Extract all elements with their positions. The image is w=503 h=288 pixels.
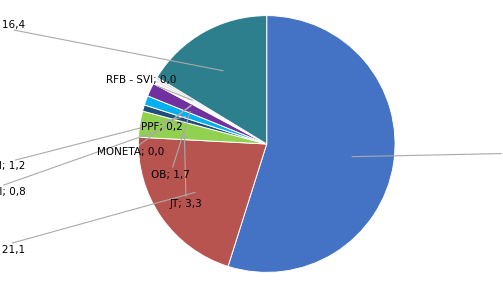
Wedge shape: [157, 16, 267, 144]
Text: OB; 1,7: OB; 1,7: [151, 111, 190, 180]
Wedge shape: [228, 16, 395, 272]
Text: UCB - SVI; 16,4: UCB - SVI; 16,4: [0, 20, 223, 71]
Text: PPF; 0,2: PPF; 0,2: [141, 104, 192, 132]
Wedge shape: [138, 137, 267, 266]
Wedge shape: [138, 111, 267, 144]
Text: MONETA; 0,0: MONETA; 0,0: [97, 106, 191, 157]
Wedge shape: [156, 77, 267, 144]
Text: RFB - SVI; 0,0: RFB - SVI; 0,0: [107, 75, 193, 100]
Wedge shape: [143, 105, 267, 144]
Text: JT; 3,3: JT; 3,3: [170, 134, 203, 209]
Text: ČNB; 55,2: ČNB; 55,2: [352, 147, 503, 158]
Wedge shape: [144, 96, 267, 144]
Text: KB - SVI; 1,2: KB - SVI; 1,2: [0, 116, 186, 171]
Wedge shape: [154, 79, 267, 144]
Wedge shape: [153, 82, 267, 144]
Text: ČS - SVI; 21,1: ČS - SVI; 21,1: [0, 192, 196, 255]
Text: ČSOB - SVI; 0,8: ČSOB - SVI; 0,8: [0, 122, 184, 197]
Wedge shape: [148, 84, 267, 144]
